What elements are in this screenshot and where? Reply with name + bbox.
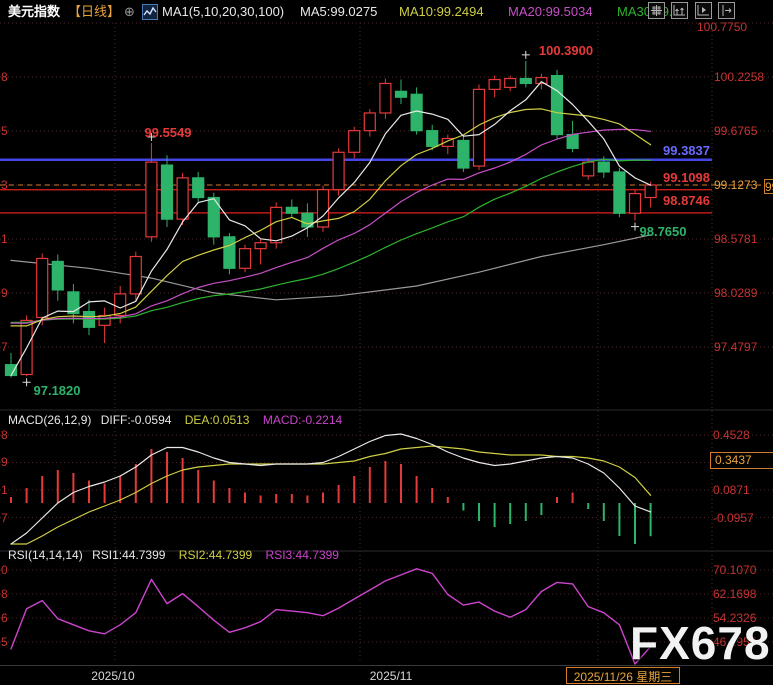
ma10-value: MA10:99.2494 <box>399 4 484 19</box>
date-label: 2025/11 <box>369 669 413 683</box>
rsi-tick: 54.2326 <box>713 611 757 625</box>
rsi-tick: 70.1070 <box>713 563 757 577</box>
price-tick: 97.4797 <box>714 340 758 354</box>
watermark: FX678 <box>630 617 771 669</box>
high-annotation: 99.5549 <box>144 125 192 140</box>
macd-header: MACD(26,12,9) DIFF:-0.0594 DEA:0.0513 MA… <box>8 413 342 427</box>
left-axis-digit: 8 <box>1 70 8 84</box>
low-annotation: 97.1820 <box>33 383 81 398</box>
macd-tick: 0.0871 <box>713 483 750 497</box>
axis-play-icon[interactable] <box>694 2 712 19</box>
left-axis-digit: 5 <box>1 635 8 649</box>
chart-type-icon[interactable] <box>142 4 158 20</box>
ma20-value: MA20:99.5034 <box>508 4 593 19</box>
left-axis-digit: 7 <box>1 340 8 354</box>
current-date-box: 2025/11/26 星期三 <box>566 667 680 684</box>
pane-shift-icon[interactable] <box>718 2 736 19</box>
left-axis-digit: 6 <box>1 611 8 625</box>
price-tick: 100.2258 <box>714 70 765 84</box>
left-axis-digit: 9 <box>1 455 8 469</box>
high-annotation: 100.3900 <box>538 43 594 58</box>
macd-tick: 0.4528 <box>713 428 750 442</box>
chart-toolbar <box>646 2 736 23</box>
symbol-title: 美元指数 <box>8 4 61 19</box>
left-axis-digit: 9 <box>1 286 8 300</box>
rsi-tick: 46.2955 <box>713 635 757 649</box>
macd-title: MACD(26,12,9) <box>8 413 92 427</box>
price-tick: 98.5781 <box>714 232 758 246</box>
left-axis-digit: 0 <box>1 563 8 577</box>
macd-macd-value: MACD:-0.2214 <box>262 413 343 427</box>
price-tick: 99.6765 <box>714 124 758 138</box>
left-axis-digit: 7 <box>1 511 8 525</box>
axis-zoom-in-icon[interactable] <box>671 2 689 19</box>
date-label: 2025/10 <box>91 669 135 683</box>
settings-icon[interactable]: ⊕ <box>124 4 135 19</box>
macd-tick: -0.0957 <box>713 511 754 525</box>
price-tick: 100.7750 <box>697 20 748 34</box>
rsi3-value: RSI3:44.7399 <box>265 548 339 562</box>
current-price-axis-box: 99.1273 <box>764 179 773 194</box>
ma-group-label: MA1(5,10,20,30,100) <box>162 4 285 19</box>
ma5-value: MA5:99.0275 <box>300 4 378 19</box>
price-tick-current: 99.1273 <box>714 178 758 192</box>
rsi-header: RSI(14,14,14) RSI1:44.7399 RSI2:44.7399 … <box>8 548 339 562</box>
move-icon[interactable] <box>648 2 665 19</box>
blue-level-label: 99.3837 <box>663 143 710 158</box>
left-axis-digit: 8 <box>1 428 8 442</box>
rsi1-value: RSI1:44.7399 <box>92 548 166 562</box>
macd-current-box: 0.3437 <box>710 452 773 469</box>
left-axis-digit: 5 <box>1 124 8 138</box>
red-level1-label: 99.1098 <box>663 170 710 185</box>
left-axis-digit: 1 <box>1 232 8 246</box>
price-tick: 98.0289 <box>714 286 758 300</box>
interval-label[interactable]: 【日线】 <box>68 4 121 19</box>
left-axis-digit: 8 <box>1 587 8 601</box>
red-level2-label: 98.8746 <box>663 193 710 208</box>
rsi-title: RSI(14,14,14) <box>8 548 83 562</box>
low-annotation: 98.7650 <box>639 224 687 239</box>
rsi-tick: 62.1698 <box>713 587 757 601</box>
macd-dea-value: DEA:0.0513 <box>184 413 250 427</box>
left-axis-digit: 3 <box>1 178 8 192</box>
macd-diff-value: DIFF:-0.0594 <box>100 413 172 427</box>
rsi2-value: RSI2:44.7399 <box>178 548 253 562</box>
left-axis-digit: 1 <box>1 483 8 497</box>
